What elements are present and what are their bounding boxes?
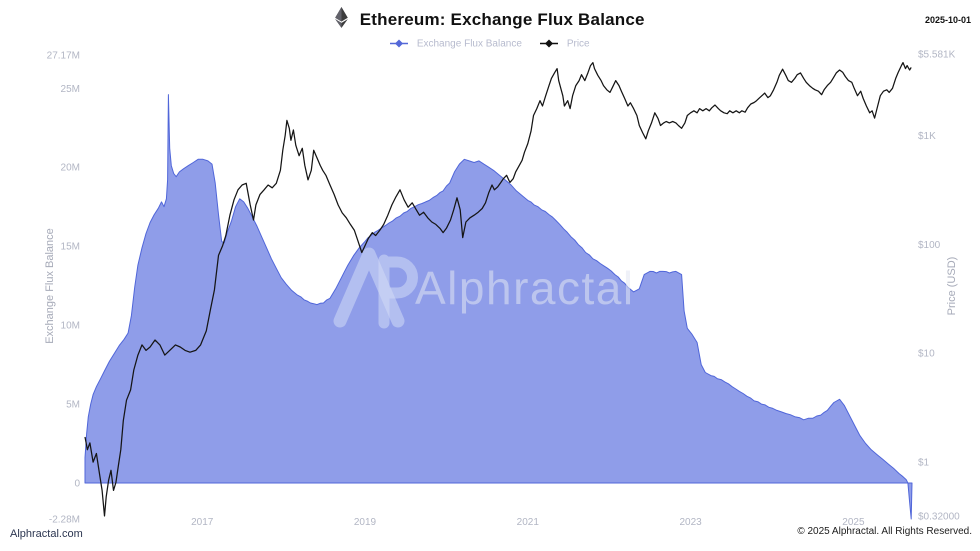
left-axis-tick: 25M <box>61 84 80 95</box>
x-axis-tick: 2019 <box>354 517 377 528</box>
legend-marker-flux-icon <box>395 39 404 48</box>
alphractal-watermark: Alphractal <box>333 247 635 329</box>
site-link[interactable]: Alphractal.com <box>10 528 83 540</box>
left-axis-title: Exchange Flux Balance <box>44 228 56 344</box>
left-axis-tick: 27.17M <box>47 51 80 62</box>
watermark-text: Alphractal <box>415 262 635 314</box>
right-axis-tick: $5.581K <box>918 50 956 61</box>
x-axis-tick: 2017 <box>191 517 214 528</box>
watermark-logo-icon <box>378 254 418 329</box>
price-line-series <box>84 61 912 517</box>
header: Ethereum: Exchange Flux Balance <box>0 7 980 33</box>
legend: Exchange Flux Balance Price <box>0 35 980 53</box>
left-axis-tick: 15M <box>61 242 80 253</box>
right-axis-tick: $10 <box>918 349 935 360</box>
right-axis-tick: $100 <box>918 240 941 251</box>
legend-label-flux: Exchange Flux Balance <box>416 38 522 50</box>
legend-item-price[interactable]: Price <box>540 35 590 53</box>
left-axis-tick: -2.28M <box>49 515 80 526</box>
flux-area-series <box>84 94 913 520</box>
left-axis-tick: 20M <box>61 163 80 174</box>
left-axis-tick: 0 <box>74 479 80 490</box>
legend-label-price: Price <box>566 38 590 50</box>
x-axis-tick: 2021 <box>517 517 540 528</box>
legend-item-flux[interactable]: Exchange Flux Balance <box>390 35 522 53</box>
right-axis-title: Price (USD) <box>946 257 958 316</box>
right-axis-tick: $1K <box>918 131 936 142</box>
ethereum-icon <box>335 7 349 33</box>
x-axis-tick: 2025 <box>842 517 865 528</box>
left-axis-tick: 5M <box>66 400 80 411</box>
right-axis-tick: $1 <box>918 458 930 469</box>
x-axis-tick: 2023 <box>679 517 702 528</box>
left-axis-tick: 10M <box>61 321 80 332</box>
date-badge: 2025-10-01 <box>924 15 971 25</box>
legend-marker-price-icon <box>545 39 554 48</box>
copyright: © 2025 Alphractal. All Rights Reserved. <box>797 526 972 537</box>
page-title: Ethereum: Exchange Flux Balance <box>359 10 645 29</box>
right-axis-tick: $0.32000 <box>918 512 960 523</box>
